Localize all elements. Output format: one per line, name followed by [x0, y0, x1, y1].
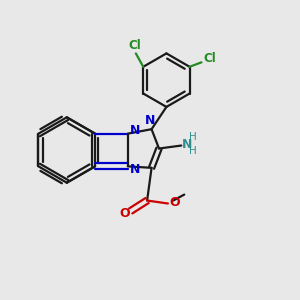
Text: Cl: Cl [128, 40, 141, 52]
Text: N: N [130, 163, 140, 176]
Text: Cl: Cl [203, 52, 216, 65]
Text: N: N [145, 114, 155, 128]
Text: H: H [189, 132, 196, 142]
Text: H: H [189, 146, 196, 156]
Text: N: N [130, 124, 140, 137]
Text: N: N [182, 138, 192, 151]
Text: O: O [119, 207, 130, 220]
Text: O: O [169, 196, 180, 208]
